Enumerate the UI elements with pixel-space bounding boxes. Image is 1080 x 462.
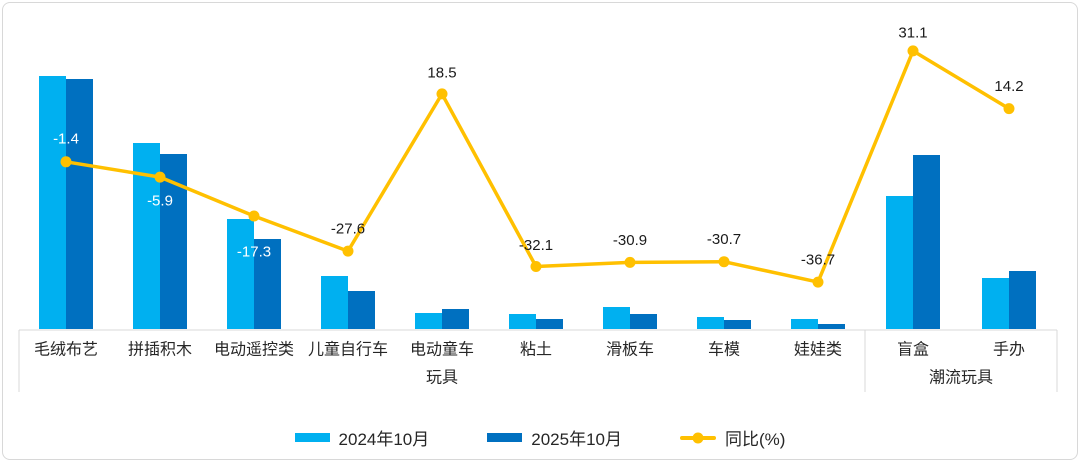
legend-swatch-2025-10 [487, 433, 523, 442]
bar-2025-粘土 [536, 319, 563, 329]
chart-legend: 2024年10月 2025年10月 同比(%) [3, 425, 1077, 450]
yoy-point-车模 [718, 256, 730, 268]
bar-2024-盲盒 [886, 196, 913, 329]
yoy-label-电动童车: 18.5 [427, 64, 456, 81]
legend-item-yoy: 同比(%) [680, 425, 785, 450]
bar-2025-车模 [724, 320, 751, 329]
yoy-point-粘土 [530, 261, 542, 272]
legend-swatch-2024-10 [294, 433, 330, 442]
yoy-label-娃娃类: -36.7 [801, 252, 835, 269]
category-label-车模: 车模 [708, 341, 740, 359]
bar-2024-手办 [982, 278, 1009, 329]
group-label-玩具: 玩具 [426, 370, 458, 387]
category-label-毛绒布艺: 毛绒布艺 [34, 341, 98, 359]
bar-2024-车模 [697, 317, 724, 329]
bar-2024-毛绒布艺 [39, 76, 66, 329]
yoy-point-电动遥控类 [248, 210, 260, 222]
category-label-电动遥控类: 电动遥控类 [214, 341, 294, 359]
yoy-point-儿童自行车 [342, 245, 354, 257]
yoy-point-盲盒 [907, 45, 919, 57]
yoy-label-盲盒: 31.1 [898, 24, 927, 41]
category-label-手办: 手办 [993, 341, 1025, 359]
legend-item-2025-10: 2025年10月 [487, 425, 622, 450]
category-label-电动童车: 电动童车 [410, 340, 474, 359]
category-label-娃娃类: 娃娃类 [794, 341, 842, 359]
yoy-label-手办: 14.2 [994, 78, 1023, 95]
yoy-label-拼插积木: -5.9 [147, 193, 173, 210]
bar-2025-滑板车 [630, 314, 657, 329]
legend-label-2024-10: 2024年10月 [338, 430, 430, 449]
bar-2025-娃娃类 [818, 324, 845, 329]
yoy-label-粘土: -32.1 [519, 237, 553, 254]
yoy-point-手办 [1003, 103, 1015, 115]
yoy-label-电动遥控类: -17.3 [237, 244, 271, 261]
legend-item-2024-10: 2024年10月 [294, 425, 430, 450]
bar-2025-电动遥控类 [254, 239, 281, 329]
yoy-label-滑板车: -30.9 [613, 232, 647, 249]
yoy-label-毛绒布艺: -1.4 [53, 130, 79, 147]
yoy-point-滑板车 [624, 256, 636, 268]
legend-label-2025-10: 2025年10月 [531, 430, 622, 449]
bar-2025-盲盒 [913, 155, 940, 329]
category-label-粘土: 粘土 [520, 341, 552, 359]
bar-2024-娃娃类 [791, 319, 818, 329]
category-label-儿童自行车: 儿童自行车 [308, 340, 388, 359]
category-label-拼插积木: 拼插积木 [128, 341, 192, 359]
legend-yoy-dot-icon [692, 432, 704, 443]
yoy-label-儿童自行车: -27.6 [331, 221, 365, 238]
category-label-盲盒: 盲盒 [897, 341, 929, 359]
bar-2024-拼插积木 [133, 143, 160, 329]
yoy-label-车模: -30.7 [707, 231, 741, 248]
yoy-point-拼插积木 [154, 171, 166, 183]
category-label-滑板车: 滑板车 [606, 341, 654, 359]
bar-2025-手办 [1009, 271, 1036, 329]
bar-2024-儿童自行车 [321, 276, 348, 329]
yoy-point-娃娃类 [812, 276, 824, 288]
bar-2025-电动童车 [442, 309, 469, 329]
bar-2024-粘土 [509, 314, 536, 329]
yoy-point-电动童车 [436, 88, 448, 100]
yoy-point-毛绒布艺 [60, 156, 72, 168]
bar-2024-电动遥控类 [227, 219, 254, 329]
group-label-潮流玩具: 潮流玩具 [929, 369, 993, 387]
legend-label-yoy: 同比(%) [725, 430, 786, 449]
bar-2024-滑板车 [603, 307, 630, 329]
bar-2024-电动童车 [415, 313, 442, 329]
bar-2025-儿童自行车 [348, 291, 375, 329]
bar-2025-毛绒布艺 [66, 79, 93, 329]
legend-swatch-yoy-line [680, 432, 716, 443]
